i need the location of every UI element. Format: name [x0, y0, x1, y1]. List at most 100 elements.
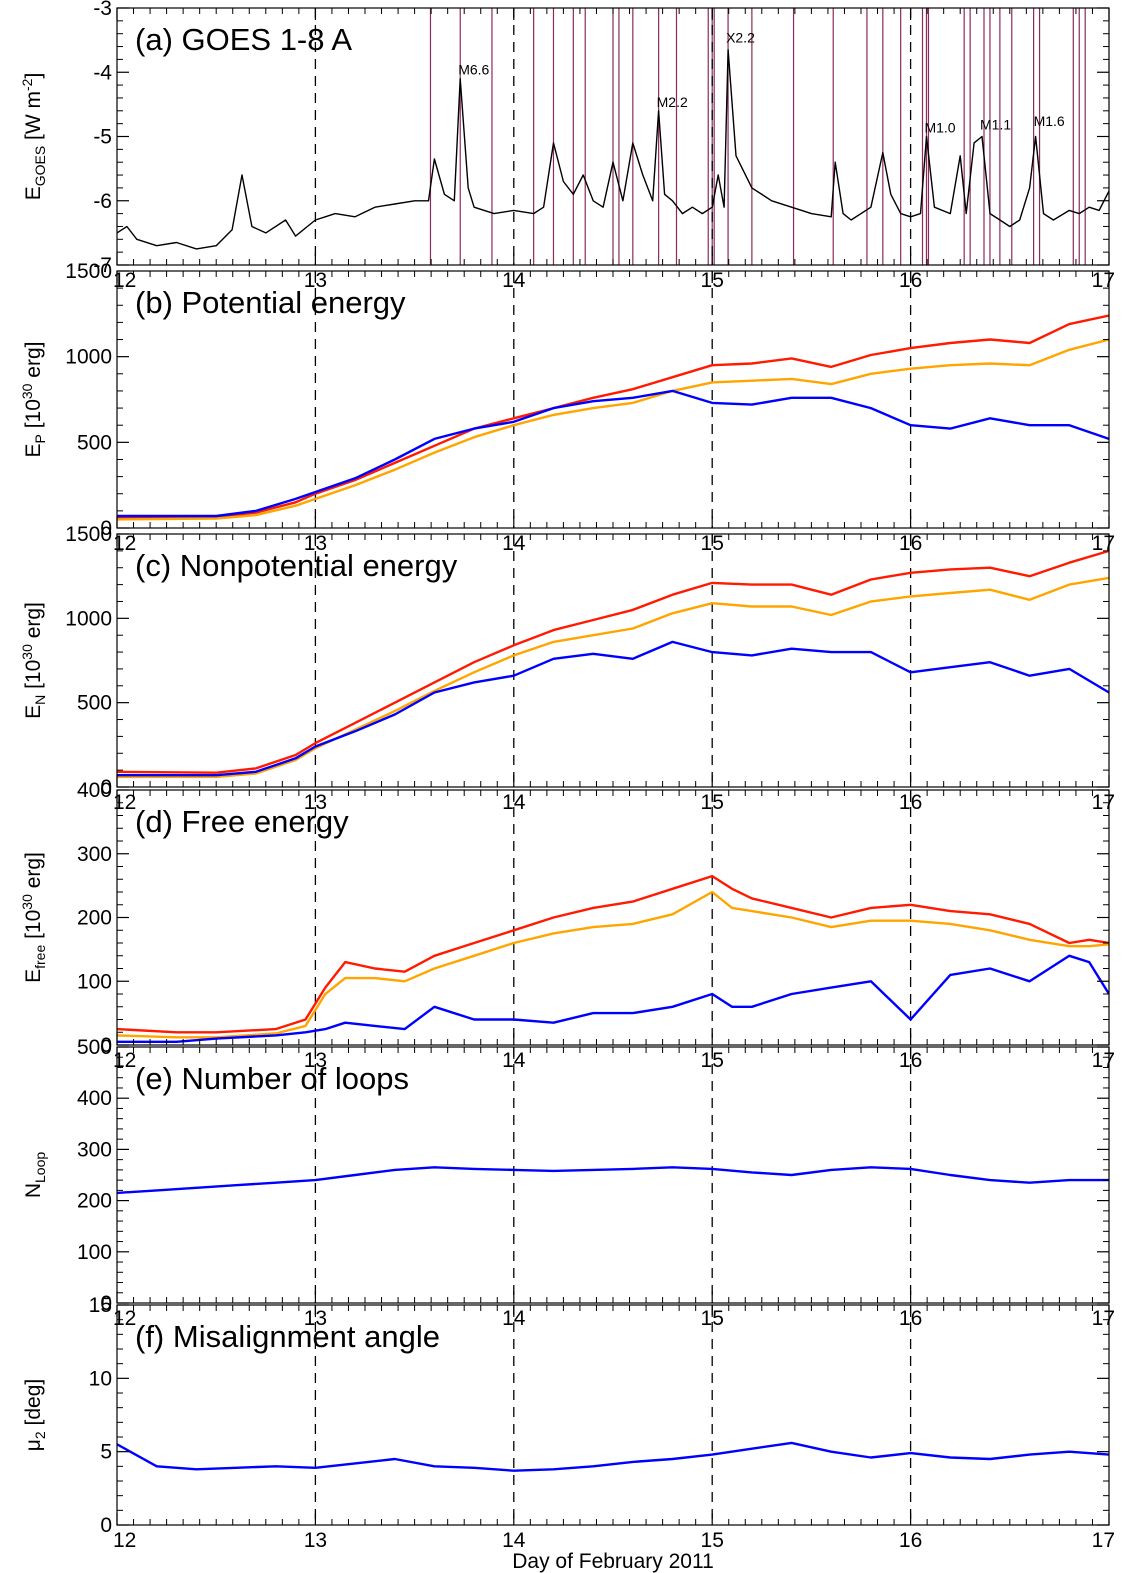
y-axis-label: NLoop [22, 1152, 48, 1199]
panel-title: (b) Potential energy [135, 285, 406, 320]
y-axis-label-part: [10 [22, 399, 45, 434]
y-axis-label: EGOES [W m-2] [19, 73, 48, 201]
x-tick-label: 14 [502, 1307, 526, 1330]
y-tick-label: 400 [77, 1087, 112, 1110]
y-tick-label: 300 [77, 843, 112, 866]
flare-class-label: X2.2 [726, 30, 755, 46]
y-axis-label-part: E [22, 969, 45, 983]
x-tick-label: 17 [1092, 1529, 1115, 1552]
x-axis-label: Day of February 2011 [512, 1550, 714, 1573]
y-axis-label-part: [deg] [22, 1379, 45, 1432]
x-tick-label: 13 [304, 791, 327, 814]
x-tick-label: 12 [113, 791, 136, 814]
y-tick-label: 500 [77, 1036, 112, 1059]
x-tick-label: 12 [113, 269, 136, 292]
y-tick-label: 0 [100, 1292, 112, 1315]
y-axis-label-part: erg] [22, 852, 45, 894]
y-axis-label-part: E [22, 705, 45, 719]
y-axis-label-part: 30 [19, 644, 35, 660]
y-axis-label-part: free [32, 945, 48, 969]
y-axis-label-part: 2 [32, 1431, 48, 1439]
x-tick-label: 14 [502, 791, 526, 814]
y-axis-label-part: E [22, 186, 45, 200]
series-group [117, 49, 1109, 250]
x-tick-label: 13 [304, 1529, 327, 1552]
y-axis-label-part: N [32, 695, 48, 705]
flare-class-label: M1.1 [980, 116, 1011, 132]
x-tick-label: 12 [113, 1049, 136, 1072]
y-tick-label: 1000 [65, 346, 112, 369]
series-group [117, 314, 1109, 521]
series-line-blue [117, 1441, 1109, 1472]
flare-class-label: M1.0 [924, 120, 955, 136]
series-group [117, 1441, 1109, 1472]
y-tick-label: -4 [93, 61, 112, 84]
y-tick-label: 100 [77, 1241, 112, 1264]
y-axis-label-part: E [22, 443, 45, 457]
y-tick-label: 300 [77, 1138, 112, 1161]
series-line-blue [117, 640, 1109, 777]
y-tick-label: 1000 [65, 607, 112, 630]
y-tick-label: 0 [100, 1514, 112, 1537]
y-axis-label-part: GOES [32, 146, 48, 186]
y-tick-label: 1500 [65, 260, 112, 283]
y-tick-label: -7 [93, 254, 112, 277]
y-tick-label: -3 [93, 0, 112, 20]
x-tick-label: 12 [113, 1307, 136, 1330]
x-tick-label: 12 [113, 532, 136, 555]
y-tick-label: 200 [77, 907, 112, 930]
y-axis-label: EP [1030 erg] [19, 342, 48, 458]
y-axis-label-part: P [32, 434, 48, 443]
y-tick-label: 0 [100, 1034, 112, 1057]
y-axis-label-part: [W m [22, 91, 45, 146]
y-axis-label-part: Loop [32, 1152, 48, 1183]
panel-title: (c) Nonpotential energy [135, 548, 458, 583]
series-line-blue [117, 389, 1109, 518]
panel-title: (e) Number of loops [135, 1061, 409, 1096]
y-axis-label-part: erg] [22, 342, 45, 384]
x-tick-label: 15 [701, 1529, 724, 1552]
panel-title: (d) Free energy [135, 804, 349, 839]
y-tick-label: 100 [77, 970, 112, 993]
x-tick-label: 16 [899, 1307, 922, 1330]
series-line-blue [117, 954, 1109, 1044]
flare-class-label: M2.2 [657, 94, 688, 110]
series-group [117, 874, 1109, 1044]
x-tick-label: 15 [701, 1307, 724, 1330]
panel-a: -7-6-5-4-312 13 14 15 16 17(a) GOES 1-8 AEGOE… [19, 0, 1115, 292]
x-tick-label: 13 [304, 1307, 327, 1330]
series-line-red [117, 549, 1109, 774]
x-tick-label: 14 [502, 1529, 526, 1552]
series-group [117, 549, 1109, 779]
flare-class-label: M6.6 [458, 62, 489, 78]
y-axis-label-part: 30 [19, 894, 35, 910]
panel-title: (f) Misalignment angle [135, 1319, 440, 1354]
y-tick-label: 0 [100, 776, 112, 799]
series-line-orange [117, 576, 1109, 779]
panels: -7-6-5-4-312 13 14 15 16 17(a) GOES 1-8 AEGOE… [19, 0, 1115, 1552]
x-tick-label: 16 [899, 1049, 922, 1072]
series-line-red [117, 314, 1109, 519]
x-tick-label: 17 [1092, 1307, 1115, 1330]
y-tick-label: 500 [77, 692, 112, 715]
y-axis-label-part: -2 [19, 78, 35, 91]
y-axis-label-part: [10 [22, 660, 45, 695]
y-tick-label: 15 [89, 1294, 112, 1317]
y-axis-label-part: ] [22, 73, 45, 79]
y-axis-label: Efree [1030 erg] [19, 852, 48, 983]
y-axis-label: EN [1030 erg] [19, 602, 48, 719]
series-line-orange [117, 890, 1109, 1039]
y-tick-label: 10 [89, 1367, 112, 1390]
y-tick-label: -6 [93, 190, 112, 213]
y-axis-label: μ2 [deg] [22, 1379, 48, 1451]
y-tick-label: 0 [100, 517, 112, 540]
y-tick-label: 500 [77, 431, 112, 454]
panel-title: (a) GOES 1-8 A [135, 22, 352, 57]
series-line-black [117, 49, 1109, 250]
y-tick-label: 200 [77, 1190, 112, 1213]
flare-class-label: M1.6 [1034, 113, 1065, 129]
